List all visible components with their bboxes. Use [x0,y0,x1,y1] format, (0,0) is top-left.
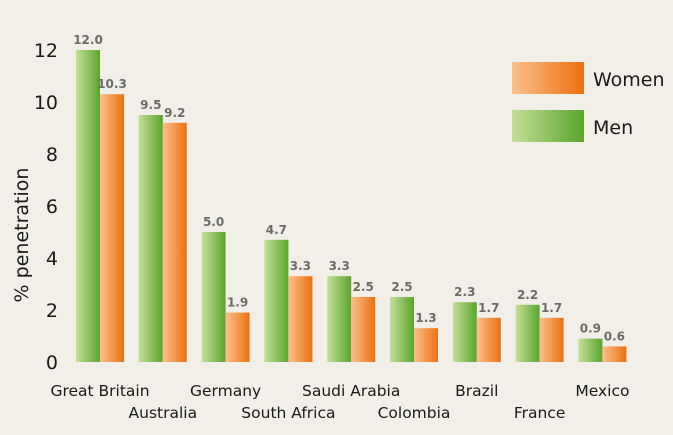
value-label: 3.3 [290,259,311,273]
value-label: 0.6 [604,329,625,343]
bar-men [264,239,289,362]
y-tick-label: 8 [46,144,58,166]
category-label: Saudi Arabia [302,382,400,400]
value-label: 1.7 [478,301,499,315]
legend: Women Men [512,62,665,142]
bar-women [602,346,627,362]
category-label: Great Britain [50,382,149,400]
bar-women [162,122,187,362]
y-tick-label: 4 [46,248,58,270]
legend-swatch-men [512,110,584,142]
y-tick-label: 12 [34,40,58,62]
value-label: 4.7 [266,223,287,237]
value-label: 2.5 [391,280,412,294]
bars [76,50,627,362]
bar-women [288,276,313,362]
legend-swatch-women [512,62,584,94]
value-label: 2.5 [353,280,374,294]
value-label: 2.3 [454,285,475,299]
value-label: 2.2 [517,288,538,302]
bar-women [539,317,564,362]
value-label: 1.7 [541,301,562,315]
category-label: Mexico [575,382,629,400]
bar-women [476,317,501,362]
legend-label-men: Men [593,117,633,139]
bar-men [138,115,163,362]
category-labels: Great Britain Australia Germany South Afric… [50,382,629,422]
y-tick-label: 0 [46,352,58,374]
category-label: Colombia [378,404,451,422]
bar-men [327,276,352,362]
bar-women [100,94,124,362]
y-axis-ticks: 0 2 4 6 8 10 12 [34,40,58,374]
value-label: 9.5 [140,98,161,112]
bar-men [201,232,226,362]
category-label: France [514,404,566,422]
bar-men [578,338,603,362]
bar-women [414,328,438,362]
value-label: 12.0 [73,33,103,47]
value-labels: 12.010.39.59.25.01.94.73.3 3.32.5 2.51.32.… [73,33,625,343]
y-tick-label: 2 [46,300,58,322]
value-label: 1.3 [415,311,436,325]
category-label: Australia [129,404,198,422]
bar-men [390,297,414,362]
value-label: 10.3 [97,77,127,91]
bar-men [76,50,100,362]
category-label: Germany [190,382,261,400]
value-label: 1.9 [227,296,248,310]
bar-women [351,297,376,362]
category-label: South Africa [241,404,335,422]
value-label: 0.9 [580,322,601,336]
value-label: 3.3 [329,259,350,273]
bar-men [452,302,477,362]
value-label: 5.0 [203,215,224,229]
y-axis-label: % penetration [11,168,33,303]
value-label: 9.2 [164,106,185,120]
bar-women [225,312,250,362]
y-tick-label: 6 [46,196,58,218]
category-label: Brazil [455,382,498,400]
bar-men [515,304,540,362]
legend-label-women: Women [593,69,665,91]
y-tick-label: 10 [34,92,58,114]
